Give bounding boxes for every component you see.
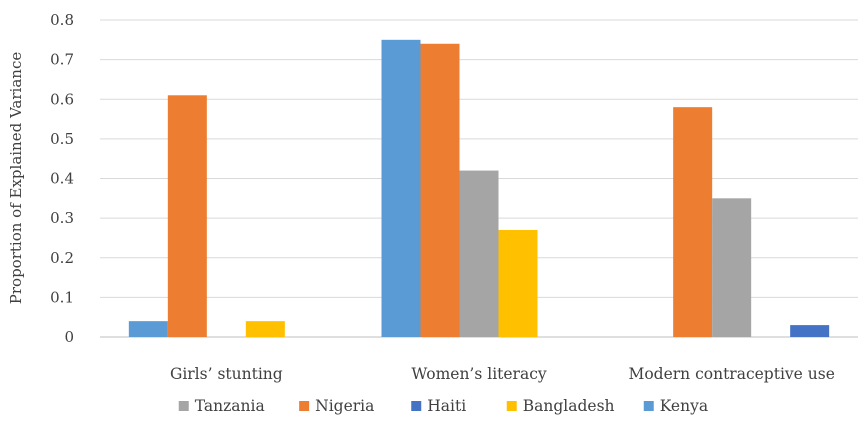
legend-swatch-haiti — [411, 401, 422, 411]
bar-tanzania-1 — [459, 170, 499, 337]
category-label: Modern contraceptive use — [628, 365, 834, 383]
legend-swatch-kenya — [643, 401, 654, 411]
category-label: Women’s literacy — [411, 365, 547, 383]
legend-label-nigeria: Nigeria — [315, 397, 374, 415]
y-tick-label: 0.5 — [50, 130, 74, 148]
y-tick-labels: 0 0.1 0.2 0.3 0.4 0.5 0.6 0.7 0.8 — [50, 11, 74, 346]
bar-haiti-2 — [790, 325, 830, 337]
legend-label-tanzania: Tanzania — [195, 397, 265, 415]
bar-bangladesh-0 — [245, 321, 285, 337]
legend-label-bangladesh: Bangladesh — [523, 397, 615, 415]
y-tick-label: 0.4 — [50, 170, 74, 188]
legend: Tanzania Nigeria Haiti Bangladesh Kenya — [178, 397, 708, 415]
legend-label-kenya: Kenya — [660, 397, 708, 415]
bar-nigeria-0 — [167, 95, 207, 337]
y-tick-label: 0.3 — [50, 209, 74, 227]
category-labels: Girls’ stunting Women’s literacy Modern co… — [170, 365, 835, 383]
bars — [128, 39, 830, 338]
legend-swatch-tanzania — [178, 401, 189, 411]
y-tick-label: 0.7 — [50, 51, 74, 69]
bar-bangladesh-1 — [498, 230, 538, 337]
bar-kenya-1 — [381, 39, 421, 337]
bar-nigeria-1 — [420, 43, 460, 338]
bar-kenya-0 — [128, 321, 168, 337]
category-label: Girls’ stunting — [170, 365, 283, 383]
legend-swatch-nigeria — [299, 401, 310, 411]
y-tick-label: 0.1 — [50, 288, 74, 306]
y-tick-label: 0.2 — [50, 249, 74, 267]
y-axis-title: Proportion of Explained Variance — [7, 52, 25, 305]
y-tick-label: 0.8 — [50, 11, 74, 29]
legend-label-haiti: Haiti — [427, 397, 466, 415]
y-tick-label: 0 — [64, 328, 74, 346]
bar-tanzania-2 — [712, 198, 752, 337]
bar-nigeria-2 — [673, 107, 713, 337]
y-tick-label: 0.6 — [50, 90, 74, 108]
legend-swatch-bangladesh — [506, 401, 517, 411]
